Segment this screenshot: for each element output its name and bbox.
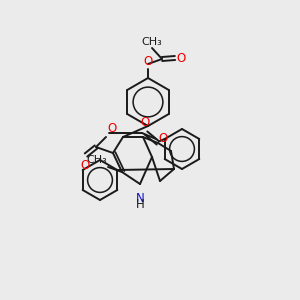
Text: O: O xyxy=(107,122,116,135)
Text: H: H xyxy=(136,198,144,211)
Text: O: O xyxy=(143,55,153,68)
Text: O: O xyxy=(140,116,150,129)
Text: O: O xyxy=(176,52,185,64)
Text: CH₃: CH₃ xyxy=(86,155,107,165)
Text: CH₃: CH₃ xyxy=(142,37,162,47)
Text: O: O xyxy=(158,131,167,145)
Text: O: O xyxy=(80,159,90,172)
Text: N: N xyxy=(136,192,144,205)
